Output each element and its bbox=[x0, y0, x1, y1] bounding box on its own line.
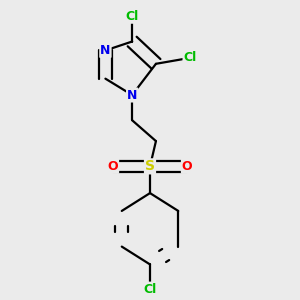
Text: N: N bbox=[100, 44, 111, 57]
Text: S: S bbox=[145, 159, 155, 173]
Text: N: N bbox=[127, 88, 137, 101]
Text: Cl: Cl bbox=[125, 10, 139, 23]
Text: O: O bbox=[182, 160, 193, 173]
Text: O: O bbox=[107, 160, 118, 173]
Text: Cl: Cl bbox=[143, 283, 157, 296]
Text: Cl: Cl bbox=[184, 51, 197, 64]
